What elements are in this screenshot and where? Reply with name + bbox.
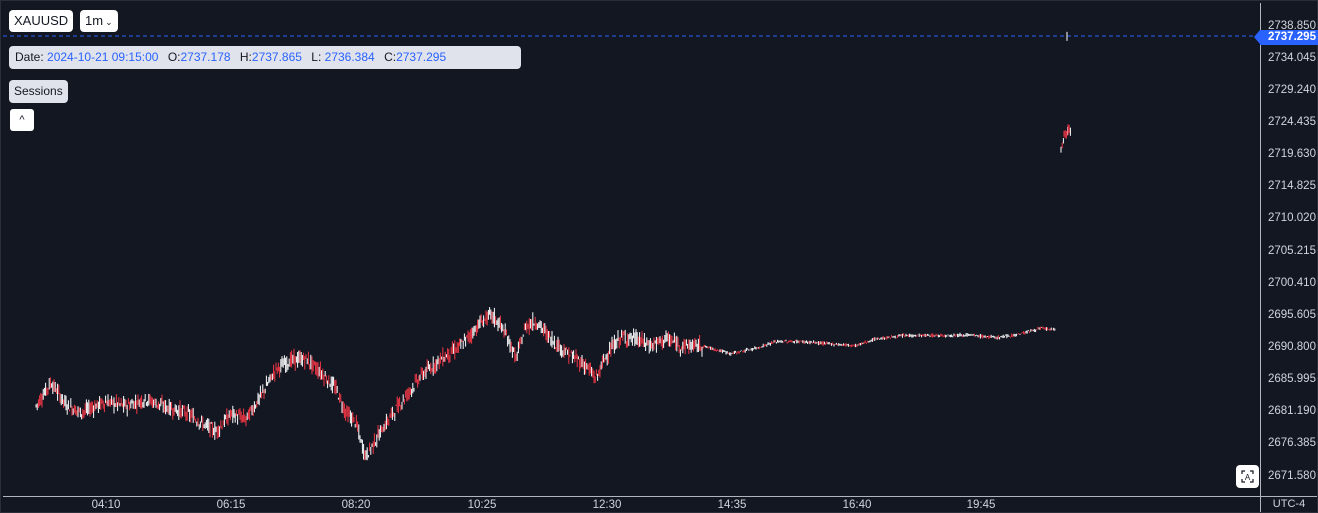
plot-area[interactable]: XAUUSD 1m ⌄ Date: 2024-10-21 09:15:00 O:2… <box>3 3 1260 496</box>
price-chart <box>3 31 1260 461</box>
x-tick-label: 16:40 <box>842 499 872 511</box>
y-tick-label: 2719.630 <box>1268 148 1316 161</box>
x-tick-label: 04:10 <box>91 499 121 511</box>
y-tick-label: 2671.580 <box>1268 469 1316 482</box>
time-axis[interactable]: 04:10 06:15 08:20 10:25 12:30 14:35 16:40 19:45 <box>3 496 1260 512</box>
y-tick-label: 2714.825 <box>1268 180 1316 193</box>
x-tick-label: 12:30 <box>592 499 622 511</box>
date-label: Date: <box>15 50 44 64</box>
x-tick-label: 19:45 <box>966 499 996 511</box>
close-value: 2737.295 <box>396 50 447 64</box>
y-tick-label: 2710.020 <box>1268 212 1316 225</box>
high-label: H: <box>239 50 252 64</box>
svg-text:A: A <box>1245 473 1251 482</box>
interval-label: 1m <box>85 13 104 28</box>
y-tick-label: 2685.995 <box>1268 373 1316 386</box>
y-tick-label: 2681.190 <box>1268 405 1316 418</box>
interval-dropdown[interactable]: 1m ⌄ <box>80 10 118 32</box>
timezone-label[interactable]: UTC-4 <box>1260 496 1317 512</box>
ohlc-legend: Date: 2024-10-21 09:15:00 O:2737.178 H:2… <box>9 46 521 69</box>
y-tick-label: 2738.850 <box>1268 19 1316 32</box>
camera-frame-icon: A <box>1241 470 1254 483</box>
sessions-button[interactable]: Sessions <box>9 80 68 103</box>
price-axis[interactable]: 2738.850 2734.045 2729.240 2724.435 2719.630… <box>1260 3 1317 496</box>
y-tick-label: 2676.385 <box>1268 437 1316 450</box>
x-tick-label: 10:25 <box>467 499 497 511</box>
screenshot-button[interactable]: A <box>1236 465 1259 488</box>
x-tick-label: 14:35 <box>717 499 747 511</box>
open-value: 2737.178 <box>180 50 231 64</box>
chevron-up-icon[interactable]: ^ <box>10 109 34 131</box>
candles-group <box>35 31 1071 461</box>
chevron-down-icon: ⌄ <box>105 17 113 27</box>
date-value: 2024-10-21 09:15:00 <box>47 50 159 64</box>
symbol-label: XAUUSD <box>14 13 69 28</box>
high-value: 2737.865 <box>251 50 302 64</box>
y-tick-label: 2705.215 <box>1268 244 1316 257</box>
y-tick-label: 2724.435 <box>1268 115 1316 128</box>
low-value: 2736.384 <box>324 50 375 64</box>
y-tick-label: 2695.605 <box>1268 308 1316 321</box>
open-label: O: <box>167 50 181 64</box>
close-label: C: <box>384 50 397 64</box>
y-tick-label: 2700.410 <box>1268 276 1316 289</box>
x-tick-label: 08:20 <box>341 499 371 511</box>
low-label: L: <box>311 50 322 64</box>
x-tick-label: 06:15 <box>216 499 246 511</box>
y-tick-label: 2734.045 <box>1268 51 1316 64</box>
symbol-button[interactable]: XAUUSD <box>9 10 74 32</box>
y-tick-label: 2729.240 <box>1268 83 1316 96</box>
last-price-label: 2737.295 <box>1254 30 1318 45</box>
y-tick-label: 2690.800 <box>1268 340 1316 353</box>
